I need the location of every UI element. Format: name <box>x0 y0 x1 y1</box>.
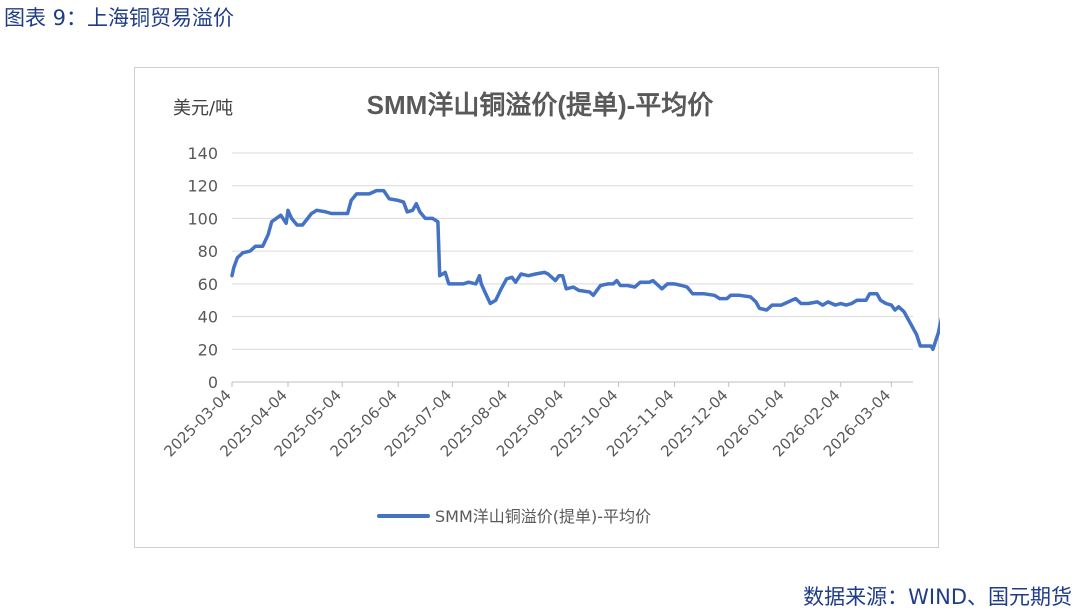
legend-label: SMM洋山铜溢价(提单)-平均价 <box>435 507 651 526</box>
y-tick-label: 140 <box>187 144 218 163</box>
y-axis-label: 美元/吨 <box>173 98 233 119</box>
y-tick-label: 80 <box>198 242 218 261</box>
chart-area: 0 20 40 60 80 100 120 140 2025-03-04 2025-04-04 2… <box>134 67 940 548</box>
x-axis-tick-labels: 2025-03-042025-04-042025-05-042025-06-04… <box>160 386 894 460</box>
y-tick-label: 60 <box>198 275 218 294</box>
legend: SMM洋山铜溢价(提单)-平均价 <box>377 507 651 526</box>
gridlines <box>232 152 913 350</box>
y-tick-label: 0 <box>208 373 218 392</box>
y-tick-label: 40 <box>198 308 218 327</box>
y-tick-label: 100 <box>187 209 218 228</box>
line-chart: 0 20 40 60 80 100 120 140 2025-03-042025-04-042… <box>160 90 940 526</box>
chart-title: SMM洋山铜溢价(提单)-平均价 <box>367 90 715 120</box>
source-note: 数据来源：WIND、国元期货 <box>803 585 1072 609</box>
series-line <box>230 188 940 352</box>
y-tick-label: 20 <box>198 340 218 359</box>
y-tick-label: 120 <box>187 177 218 196</box>
series-layer <box>230 188 940 352</box>
axes <box>231 381 913 387</box>
y-axis-tick-labels: 0 20 40 60 80 100 120 140 <box>187 144 218 392</box>
figure-caption: 图表 9：上海铜贸易溢价 <box>4 6 235 30</box>
